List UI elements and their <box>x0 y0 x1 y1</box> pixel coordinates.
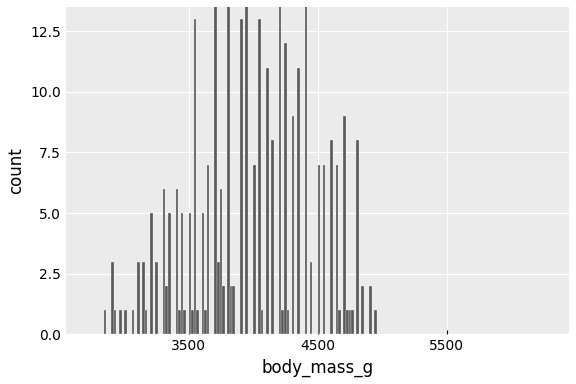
Bar <box>261 310 263 334</box>
Bar <box>165 286 168 334</box>
Bar <box>150 213 153 334</box>
Bar <box>258 19 261 334</box>
Bar <box>196 310 199 334</box>
Bar <box>145 310 147 334</box>
Bar <box>219 189 222 334</box>
Bar <box>124 310 127 334</box>
Bar <box>346 310 348 334</box>
Bar <box>104 310 106 334</box>
Bar <box>310 262 312 334</box>
Bar <box>137 262 139 334</box>
Bar <box>217 262 219 334</box>
Bar <box>284 43 287 334</box>
Bar <box>111 262 114 334</box>
Bar <box>271 140 274 334</box>
Bar <box>184 310 186 334</box>
Bar <box>336 165 338 334</box>
Bar <box>191 310 194 334</box>
Bar <box>114 310 116 334</box>
Bar <box>361 286 364 334</box>
Bar <box>374 310 377 334</box>
Bar <box>292 116 294 334</box>
Bar <box>188 213 191 334</box>
Bar <box>214 0 217 334</box>
Bar <box>343 116 346 334</box>
Bar <box>357 140 359 334</box>
Bar <box>194 19 196 334</box>
Bar <box>168 213 170 334</box>
Bar <box>181 213 184 334</box>
Bar <box>351 310 354 334</box>
Bar <box>305 0 307 334</box>
Bar <box>163 189 165 334</box>
Bar <box>338 310 341 334</box>
Bar <box>202 213 204 334</box>
Bar <box>228 0 230 334</box>
Bar <box>282 310 284 334</box>
Bar <box>155 262 158 334</box>
Bar <box>222 286 225 334</box>
Bar <box>233 286 235 334</box>
Bar <box>348 310 351 334</box>
Bar <box>240 19 243 334</box>
Bar <box>369 286 372 334</box>
Bar <box>204 310 207 334</box>
Bar <box>245 0 248 334</box>
Bar <box>119 310 122 334</box>
Bar <box>266 68 268 334</box>
Bar <box>132 310 134 334</box>
Bar <box>279 0 282 334</box>
Bar <box>287 310 289 334</box>
X-axis label: body_mass_g: body_mass_g <box>262 359 374 377</box>
Bar <box>142 262 145 334</box>
Bar <box>176 189 179 334</box>
Bar <box>253 165 256 334</box>
Bar <box>331 140 333 334</box>
Bar <box>230 286 233 334</box>
Bar <box>323 165 325 334</box>
Y-axis label: count: count <box>7 147 25 194</box>
Bar <box>297 68 300 334</box>
Bar <box>207 165 209 334</box>
Bar <box>179 310 181 334</box>
Bar <box>317 165 320 334</box>
